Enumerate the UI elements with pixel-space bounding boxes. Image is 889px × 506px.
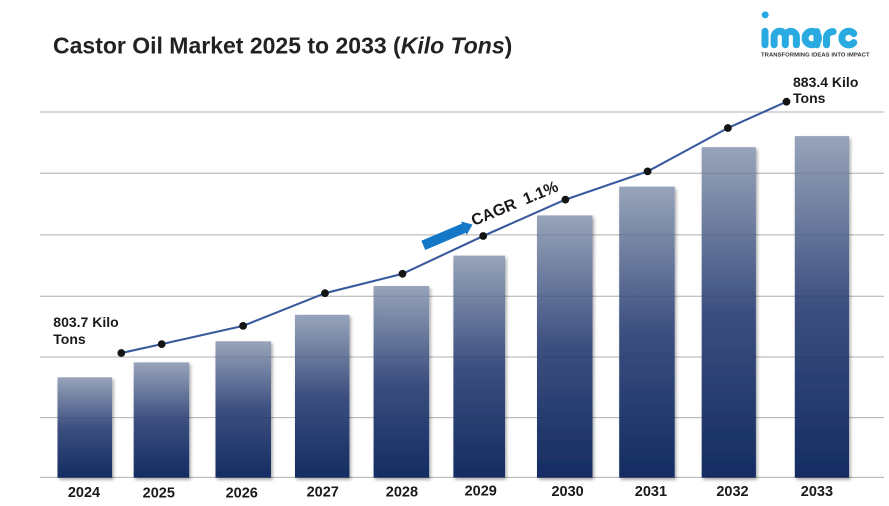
svg-text:TRANSFORMING IDEAS INTO IMPACT: TRANSFORMING IDEAS INTO IMPACT <box>761 52 870 58</box>
svg-text:2030: 2030 <box>551 484 583 500</box>
svg-text:Castor Oil Market 2025 to 2033: Castor Oil Market 2025 to 2033 (Kilo Ton… <box>53 32 512 58</box>
svg-text:Tons: Tons <box>793 90 826 106</box>
svg-text:2032: 2032 <box>716 484 748 500</box>
svg-text:883.4 Kilo: 883.4 Kilo <box>793 74 858 90</box>
svg-text:2024: 2024 <box>68 485 100 501</box>
svg-text:2029: 2029 <box>465 483 497 499</box>
svg-text:2028: 2028 <box>386 485 418 501</box>
svg-text:2027: 2027 <box>307 484 339 500</box>
svg-text:2033: 2033 <box>801 484 833 500</box>
svg-text:Tons: Tons <box>53 331 86 347</box>
svg-text:803.7 Kilo: 803.7 Kilo <box>53 314 118 330</box>
svg-text:2025: 2025 <box>143 485 175 501</box>
svg-text:2031: 2031 <box>635 484 667 500</box>
svg-text:2026: 2026 <box>226 486 258 502</box>
